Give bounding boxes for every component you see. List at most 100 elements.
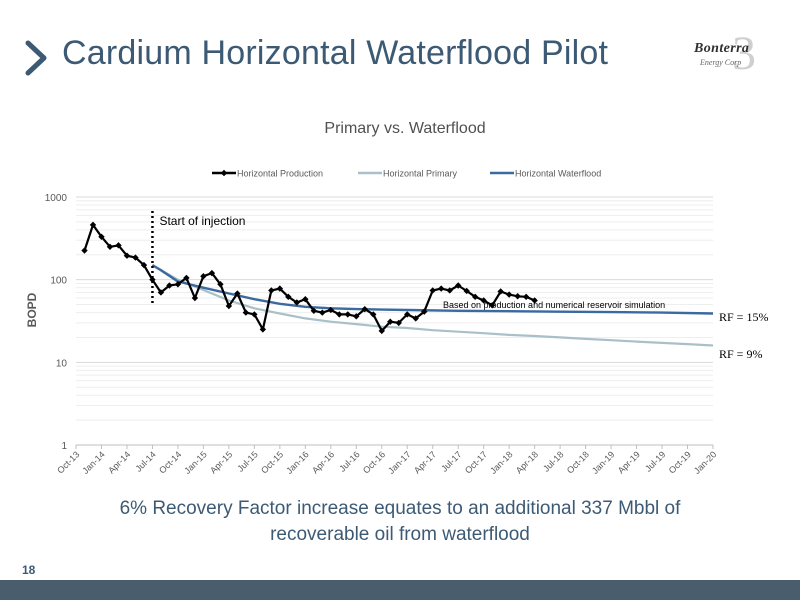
data-point-production — [387, 318, 394, 325]
callout-line-1: 6% Recovery Factor increase equates to a… — [119, 498, 681, 519]
x-tick-label: Oct-19 — [667, 449, 693, 475]
x-tick-label: Jul-17 — [439, 449, 463, 473]
x-tick-label: Jan-19 — [590, 449, 617, 476]
y-tick-label: 10 — [56, 358, 68, 369]
data-point-production — [522, 293, 530, 301]
logo-subtext: Energy Corp — [700, 58, 742, 67]
x-tick-label: Jul-19 — [643, 449, 667, 473]
data-point-production — [106, 243, 114, 250]
x-tick-label: Apr-19 — [616, 449, 642, 475]
x-tick-label: Jan-17 — [386, 449, 413, 476]
x-tick-label: Oct-15 — [259, 449, 285, 475]
data-point-production — [174, 281, 182, 288]
annotation-start-of-injection: Start of injection — [159, 214, 245, 228]
x-tick-label: Jul-14 — [133, 449, 157, 473]
x-tick-label: Oct-18 — [565, 449, 591, 475]
data-point-production — [302, 296, 309, 303]
x-tick-label: Jan-14 — [80, 449, 107, 476]
data-point-production — [217, 281, 224, 288]
x-tick-label: Jan-18 — [488, 449, 515, 476]
y-axis-title: BOPD — [25, 292, 39, 327]
data-point-production — [488, 302, 496, 309]
data-point-production — [463, 287, 470, 295]
data-point-production — [293, 299, 301, 306]
data-point-production — [455, 282, 462, 289]
x-tick-label: Apr-18 — [514, 449, 540, 475]
data-point-production — [115, 242, 122, 249]
data-point-production — [370, 311, 377, 318]
x-tick-label: Jan-15 — [182, 449, 209, 476]
data-point-production — [149, 276, 156, 283]
x-tick-label: Jan-20 — [692, 449, 719, 476]
annotation-simulation-note: Based on production and numerical reserv… — [443, 300, 665, 310]
data-point-production — [132, 254, 139, 261]
footer-bar — [0, 580, 800, 600]
legend-label: Horizontal Primary — [383, 169, 458, 179]
data-point-production — [208, 269, 216, 277]
data-point-production — [412, 315, 419, 322]
legend-label: Horizontal Waterflood — [515, 169, 601, 179]
data-point-production — [191, 294, 199, 302]
data-point-production — [497, 288, 504, 295]
y-tick-label: 100 — [50, 276, 67, 287]
data-point-production — [234, 290, 241, 297]
data-point-production — [123, 252, 131, 259]
recovery-callout: 6% Recovery Factor increase equates to a… — [0, 496, 800, 548]
chevron-right-icon — [25, 40, 47, 76]
chart-title: Primary vs. Waterflood — [324, 120, 486, 137]
legend-marker — [220, 169, 228, 177]
data-point-production — [81, 247, 88, 254]
data-point-production — [276, 285, 284, 292]
data-point-production — [471, 293, 479, 301]
data-point-production — [446, 287, 453, 294]
data-point-production — [480, 297, 487, 304]
data-point-production — [310, 307, 318, 315]
data-point-production — [353, 313, 360, 320]
data-point-production — [200, 273, 207, 280]
data-point-production — [336, 311, 343, 318]
x-tick-label: Apr-14 — [106, 449, 132, 475]
data-point-production — [404, 311, 411, 318]
x-tick-label: Oct-13 — [55, 449, 81, 475]
data-point-production — [344, 311, 351, 318]
x-tick-label: Apr-16 — [310, 449, 336, 475]
x-tick-label: Oct-17 — [463, 449, 489, 475]
x-tick-label: Jul-15 — [235, 449, 259, 473]
x-tick-label: Jul-16 — [337, 449, 361, 473]
data-point-production — [251, 311, 258, 318]
data-point-production — [183, 274, 190, 282]
data-point-production — [89, 221, 97, 229]
logo-mark-icon: 3 — [732, 27, 756, 80]
data-point-production — [327, 306, 334, 314]
x-tick-label: Apr-17 — [412, 449, 438, 475]
x-tick-label: Jan-16 — [284, 449, 311, 476]
legend-label: Horizontal Production — [237, 169, 323, 179]
data-point-production — [438, 285, 445, 292]
data-point-production — [361, 305, 368, 313]
annotation-rf-primary: RF = 9% — [719, 347, 762, 361]
x-tick-label: Jul-18 — [541, 449, 565, 473]
callout-line-2: recoverable oil from waterflood — [270, 524, 530, 545]
data-point-production — [505, 291, 513, 298]
data-point-production — [378, 327, 385, 335]
data-point-production — [319, 309, 326, 316]
data-point-production — [242, 309, 250, 316]
series-line-horizontal-primary — [151, 264, 714, 347]
annotation-rf-waterflood: RF = 15% — [719, 310, 768, 324]
y-tick-label: 1 — [61, 441, 67, 452]
data-point-production — [285, 293, 292, 301]
data-point-production — [268, 287, 275, 294]
data-point-production — [429, 287, 436, 294]
x-tick-label: Oct-14 — [157, 449, 183, 475]
data-point-production — [157, 289, 165, 296]
x-tick-label: Apr-15 — [208, 449, 234, 475]
slide-title: Cardium Horizontal Waterflood Pilot — [62, 34, 609, 72]
data-point-production — [166, 282, 173, 289]
data-point-production — [225, 302, 233, 310]
y-tick-label: 1000 — [45, 193, 68, 204]
data-point-production — [531, 297, 538, 304]
company-logo: 3 Bonterra Energy Corp — [686, 27, 762, 80]
logo-text: Bonterra — [694, 41, 750, 56]
data-point-production — [98, 233, 105, 241]
